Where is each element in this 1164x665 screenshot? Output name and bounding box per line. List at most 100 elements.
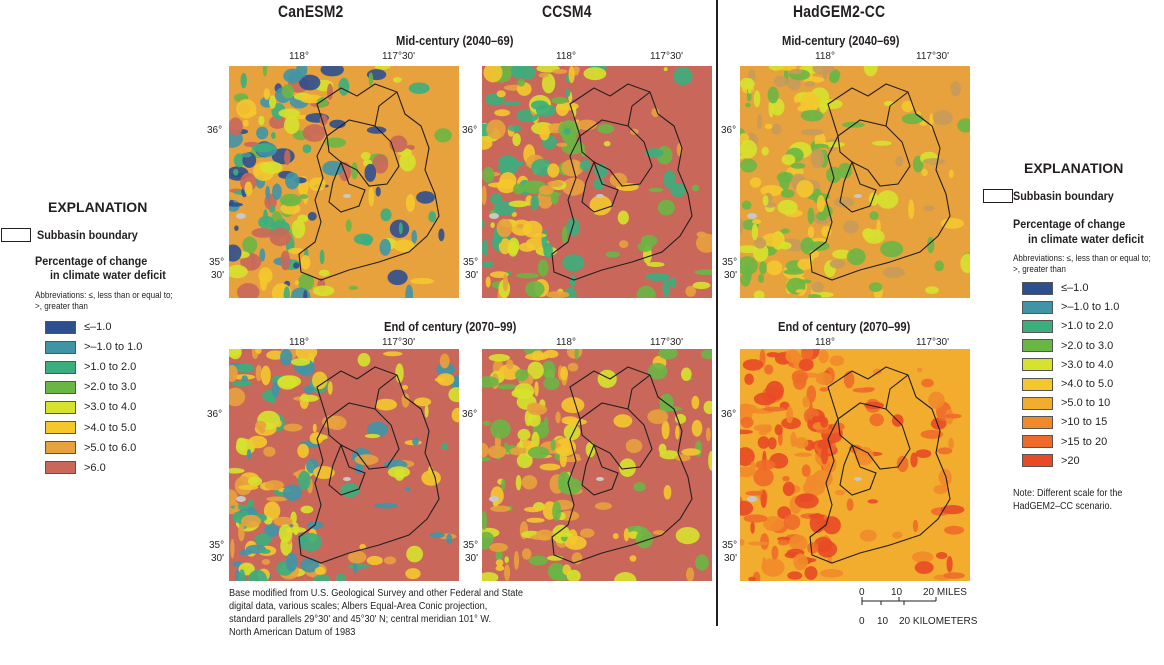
map-ccsm4-mid (482, 66, 712, 298)
map-ccsm4-end (482, 349, 712, 581)
scale-miles-0: 0 (859, 587, 865, 598)
tick-lon-118: 118° (556, 337, 576, 348)
legend-swatch (1022, 339, 1053, 353)
legend-item: >1.0 to 2.0 (45, 359, 136, 375)
legend-label: >3.0 to 4.0 (1061, 358, 1114, 371)
legend-swatch (1022, 377, 1053, 391)
legend-label: >1.0 to 2.0 (84, 361, 137, 374)
legend-swatch (45, 421, 76, 434)
legend-item: ≤–1.0 (45, 319, 111, 335)
scale-miles-10: 10 (891, 587, 903, 598)
legend-label: >3.0 to 4.0 (84, 401, 137, 414)
legend-item: ≤–1.0 (1022, 280, 1088, 296)
legend-right-note1: Note: Different scale for the (1013, 488, 1123, 499)
credit-line1: Base modified from U.S. Geological Surve… (229, 588, 524, 599)
tick-lon-11730: 117°30' (382, 51, 415, 62)
legend-item: >5.0 to 10 (1022, 395, 1110, 411)
legend-left-title: EXPLANATION (48, 199, 148, 215)
header-ccsm4: CCSM4 (542, 2, 592, 21)
legend-item: >–1.0 to 1.0 (45, 339, 142, 355)
legend-right-boundary-label: Subbasin boundary (1013, 189, 1114, 203)
legend-right-subtitle1: Percentage of change (1013, 217, 1126, 231)
tick-lat-36: 36° (462, 125, 478, 136)
credit-line4: North American Datum of 1983 (229, 627, 356, 638)
legend-right-subtitle2: in climate water deficit (1028, 232, 1144, 246)
legend-swatch (1022, 415, 1053, 429)
legend-label: >1.0 to 2.0 (1061, 320, 1114, 333)
map-hadgem-end (740, 349, 970, 581)
legend-item: >–1.0 to 1.0 (1022, 299, 1119, 315)
period-end-right: End of century (2070–99) (778, 319, 911, 334)
tick-lat-36: 36° (207, 409, 223, 420)
scale-miles-20: 20 MILES (923, 587, 967, 598)
legend-left-abbr1: Abbreviations: ≤, less than or equal to; (35, 290, 173, 300)
scale-km-10: 10 (877, 616, 889, 627)
legend-label: >–1.0 to 1.0 (1061, 301, 1120, 314)
header-hadgem: HadGEM2-CC (793, 2, 886, 21)
column-divider (716, 0, 718, 626)
legend-item: >10 to 15 (1022, 414, 1107, 430)
tick-lat-30: 30' (465, 553, 479, 564)
tick-lat-36: 36° (462, 409, 478, 420)
credit-line3: standard parallels 29°30' and 45°30' N; … (229, 614, 492, 625)
tick-lon-11730: 117°30' (916, 51, 949, 62)
legend-label: >6.0 (84, 461, 106, 474)
tick-lat-30: 30' (465, 270, 479, 281)
legend-swatch (45, 400, 76, 414)
map-canesm2-end (229, 349, 459, 581)
map-canesm2-mid (229, 66, 459, 298)
tick-lon-118: 118° (815, 337, 835, 348)
legend-item: >15 to 20 (1022, 434, 1107, 450)
tick-lon-11730: 117°30' (650, 337, 683, 348)
legend-label: >5.0 to 10 (1061, 397, 1111, 410)
legend-item: >2.0 to 3.0 (1022, 338, 1113, 354)
period-mid-right: Mid-century (2040–69) (782, 33, 900, 48)
legend-swatch (1022, 435, 1053, 449)
legend-swatch (45, 441, 76, 455)
credit-line2: digital data, various scales; Albers Equ… (229, 601, 488, 612)
legend-label: >–1.0 to 1.0 (84, 341, 143, 354)
tick-lon-118: 118° (289, 51, 309, 62)
tick-lon-11730: 117°30' (650, 51, 683, 62)
tick-lon-118: 118° (289, 337, 309, 348)
legend-label: >20 (1061, 454, 1080, 467)
legend-right-abbr2: >, greater than (1013, 264, 1066, 274)
tick-lat-36: 36° (721, 409, 737, 420)
tick-lat-35: 35° (463, 540, 479, 551)
legend-right-note2: HadGEM2–CC scenario. (1013, 501, 1113, 512)
legend-swatch (1022, 300, 1053, 314)
legend-label: >4.0 to 5.0 (1061, 378, 1114, 390)
legend-item: >3.0 to 4.0 (45, 399, 136, 415)
legend-label: >10 to 15 (1061, 416, 1108, 429)
subbasin-boundary-swatch (1, 228, 31, 242)
legend-swatch (1022, 358, 1053, 372)
scale-km-20: 20 KILOMETERS (899, 616, 978, 627)
tick-lat-30: 30' (211, 270, 225, 281)
tick-lat-35: 35° (463, 257, 479, 268)
tick-lon-11730: 117°30' (382, 337, 415, 348)
legend-swatch (1022, 454, 1053, 468)
legend-item: >6.0 (45, 460, 106, 476)
legend-item: >2.0 to 3.0 (45, 379, 136, 395)
legend-swatch (45, 360, 76, 374)
tick-lat-35: 35° (722, 540, 738, 551)
legend-right-abbr1: Abbreviations: ≤, less than or equal to; (1013, 253, 1151, 263)
tick-lat-35: 35° (722, 257, 738, 268)
legend-label: >4.0 to 5.0 (84, 421, 137, 434)
legend-left-subtitle1: Percentage of change (35, 254, 148, 268)
tick-lat-30: 30' (724, 270, 738, 281)
legend-item: >3.0 to 4.0 (1022, 357, 1113, 373)
legend-item: >4.0 to 5.0 (1022, 376, 1113, 392)
legend-left-subtitle2: in climate water deficit (50, 268, 166, 282)
subbasin-boundary-swatch (983, 189, 1013, 203)
header-canesm2: CanESM2 (278, 2, 344, 21)
tick-lon-11730: 117°30' (916, 337, 949, 348)
scale-bar (858, 584, 998, 630)
legend-swatch (1022, 396, 1053, 410)
tick-lat-35: 35° (209, 257, 225, 268)
legend-left-boundary-label: Subbasin boundary (37, 228, 138, 242)
legend-item: >4.0 to 5.0 (45, 420, 136, 436)
legend-item: >20 (1022, 453, 1080, 469)
period-end-left: End of century (2070–99) (384, 319, 517, 334)
tick-lat-35: 35° (209, 540, 225, 551)
